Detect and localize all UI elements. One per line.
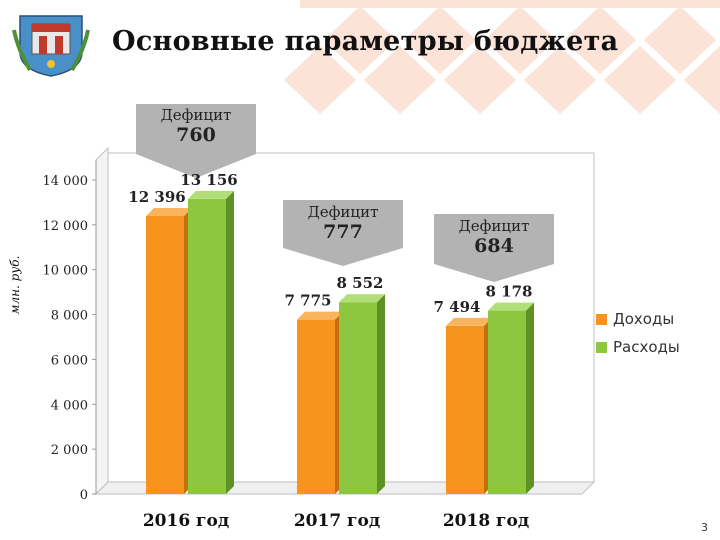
y-tick-label: 14 000 xyxy=(43,174,89,189)
deficit-callout-shape xyxy=(136,104,256,178)
legend-label-expense: Расходы xyxy=(613,338,680,356)
coat-of-arms-icon xyxy=(12,10,90,78)
decoration-diamond xyxy=(684,46,720,114)
bar-side xyxy=(377,294,385,494)
bar-expense-1 xyxy=(339,294,385,494)
y-tick-label: 4 000 xyxy=(51,398,88,413)
bar-top xyxy=(188,190,234,199)
data-label-expense: 8 178 xyxy=(486,283,533,301)
bar-income-2 xyxy=(446,317,492,494)
bar-top xyxy=(146,207,192,216)
bar-front xyxy=(297,319,335,494)
deficit-callout-2017: Дефицит 777 xyxy=(283,203,403,244)
decoration-diamond xyxy=(284,46,356,114)
data-label-income: 7 494 xyxy=(434,298,481,316)
bar-front xyxy=(146,215,184,494)
decoration-band xyxy=(300,0,720,8)
y-tick-label: 6 000 xyxy=(51,353,88,368)
bar-top xyxy=(488,302,534,311)
bar-income-1 xyxy=(297,311,343,494)
bar-front xyxy=(339,302,377,494)
x-category-label: 2016 год xyxy=(143,511,229,531)
decoration-diamond xyxy=(404,6,476,74)
bar-expense-0 xyxy=(188,190,234,494)
callout-label: Дефицит xyxy=(307,203,379,221)
bar-top xyxy=(297,311,343,320)
page-number: 3 xyxy=(701,521,708,534)
legend-swatch-income xyxy=(596,313,607,325)
data-label-income: 7 775 xyxy=(285,292,332,310)
side-wall xyxy=(95,146,109,496)
data-label-expense: 8 552 xyxy=(337,274,384,292)
decoration-diamond xyxy=(364,46,436,114)
data-label-income: 12 396 xyxy=(128,188,185,206)
legend-item-expense: Расходы xyxy=(596,333,680,361)
bar-side xyxy=(226,190,234,494)
decoration-diamond xyxy=(484,6,556,74)
y-tick-label: 2 000 xyxy=(51,443,88,458)
decoration-diamond xyxy=(604,46,676,114)
bar-top xyxy=(339,294,385,303)
bar-expense-2 xyxy=(488,302,534,494)
y-tick-label: 12 000 xyxy=(43,219,89,234)
x-category-label: 2017 год xyxy=(294,511,380,531)
callout-value: 777 xyxy=(323,221,363,243)
decoration-diamond xyxy=(324,6,396,74)
bar-front xyxy=(188,198,226,494)
decoration-diamond xyxy=(644,6,716,74)
callout-label: Дефицит xyxy=(160,106,232,124)
slide-title: Основные параметры бюджета xyxy=(112,26,619,57)
legend-item-income: Доходы xyxy=(596,305,680,333)
y-tick-label: 10 000 xyxy=(43,264,89,279)
deficit-callout-2018: Дефицит 684 xyxy=(434,217,554,258)
bar-front xyxy=(446,325,484,494)
deficit-callout-shape xyxy=(434,214,554,282)
legend-label-income: Доходы xyxy=(613,310,675,328)
deficit-callout-shape xyxy=(283,200,403,266)
legend-swatch-expense xyxy=(596,341,607,353)
decoration-diamond xyxy=(524,46,596,114)
callout-label: Дефицит xyxy=(458,217,530,235)
y-tick-label: 8 000 xyxy=(51,309,88,324)
bar-side xyxy=(526,302,534,494)
decoration-diamond xyxy=(564,6,636,74)
deficit-callout-2016: Дефицит 760 xyxy=(136,106,256,147)
data-label-expense: 13 156 xyxy=(180,171,237,189)
bar-income-0 xyxy=(146,207,192,494)
callout-value: 684 xyxy=(474,235,514,257)
callout-value: 760 xyxy=(176,124,216,146)
x-category-label: 2018 год xyxy=(443,511,529,531)
chart-legend: Доходы Расходы xyxy=(596,305,680,361)
y-axis-label: млн. руб. xyxy=(8,255,22,315)
bar-front xyxy=(488,310,526,494)
decoration-diamond xyxy=(444,46,516,114)
y-tick-label: 0 xyxy=(80,488,88,503)
bar-top xyxy=(446,317,492,326)
